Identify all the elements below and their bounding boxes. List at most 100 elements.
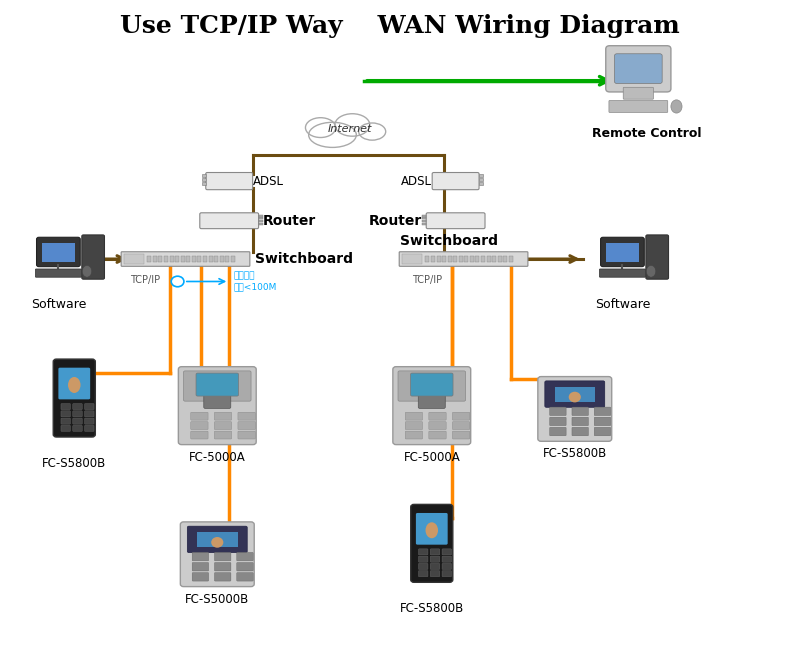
Text: FC-5000A: FC-5000A (189, 451, 246, 464)
FancyBboxPatch shape (554, 387, 595, 402)
FancyBboxPatch shape (85, 404, 94, 410)
FancyBboxPatch shape (214, 552, 231, 561)
FancyBboxPatch shape (214, 431, 232, 439)
FancyBboxPatch shape (61, 426, 70, 432)
FancyBboxPatch shape (572, 417, 589, 426)
FancyBboxPatch shape (190, 412, 208, 420)
Ellipse shape (211, 537, 223, 547)
FancyBboxPatch shape (437, 256, 441, 262)
FancyBboxPatch shape (164, 256, 168, 262)
FancyBboxPatch shape (237, 552, 253, 561)
Ellipse shape (306, 118, 336, 137)
FancyBboxPatch shape (190, 431, 208, 439)
FancyBboxPatch shape (492, 256, 496, 262)
FancyBboxPatch shape (73, 418, 82, 424)
FancyBboxPatch shape (147, 256, 151, 262)
FancyBboxPatch shape (153, 256, 157, 262)
FancyBboxPatch shape (202, 174, 206, 177)
FancyBboxPatch shape (181, 256, 185, 262)
FancyBboxPatch shape (186, 256, 190, 262)
FancyBboxPatch shape (475, 256, 479, 262)
FancyBboxPatch shape (486, 256, 490, 262)
FancyBboxPatch shape (54, 359, 95, 437)
Ellipse shape (82, 265, 92, 277)
Ellipse shape (569, 392, 581, 402)
FancyBboxPatch shape (609, 101, 668, 113)
FancyBboxPatch shape (238, 431, 255, 439)
FancyBboxPatch shape (183, 371, 251, 401)
FancyBboxPatch shape (214, 573, 231, 581)
FancyBboxPatch shape (85, 426, 94, 432)
FancyBboxPatch shape (550, 417, 566, 426)
FancyBboxPatch shape (429, 422, 446, 430)
FancyBboxPatch shape (453, 422, 470, 430)
FancyBboxPatch shape (121, 252, 250, 266)
FancyBboxPatch shape (550, 428, 566, 436)
Text: Internet: Internet (328, 124, 372, 134)
FancyBboxPatch shape (190, 422, 208, 430)
FancyBboxPatch shape (198, 256, 202, 262)
Text: FC-5000A: FC-5000A (403, 451, 460, 464)
Circle shape (171, 276, 184, 287)
FancyBboxPatch shape (470, 256, 474, 262)
FancyBboxPatch shape (214, 563, 231, 571)
FancyBboxPatch shape (572, 407, 589, 416)
FancyBboxPatch shape (214, 256, 218, 262)
FancyBboxPatch shape (220, 256, 224, 262)
FancyBboxPatch shape (464, 256, 468, 262)
FancyBboxPatch shape (429, 412, 446, 420)
FancyBboxPatch shape (601, 237, 644, 266)
FancyBboxPatch shape (85, 411, 94, 417)
FancyBboxPatch shape (442, 556, 451, 562)
Ellipse shape (426, 522, 438, 538)
FancyBboxPatch shape (594, 428, 610, 436)
Text: ADSL: ADSL (253, 174, 284, 188)
FancyBboxPatch shape (503, 256, 507, 262)
Text: FC-S5800B: FC-S5800B (400, 602, 464, 615)
FancyBboxPatch shape (399, 252, 528, 266)
FancyBboxPatch shape (258, 222, 262, 224)
FancyBboxPatch shape (196, 373, 238, 396)
FancyBboxPatch shape (406, 412, 422, 420)
FancyBboxPatch shape (178, 367, 256, 445)
FancyBboxPatch shape (192, 573, 209, 581)
FancyBboxPatch shape (614, 54, 662, 83)
FancyBboxPatch shape (448, 256, 452, 262)
FancyBboxPatch shape (238, 412, 255, 420)
FancyBboxPatch shape (623, 87, 654, 99)
Text: Software: Software (594, 298, 650, 311)
FancyBboxPatch shape (61, 411, 70, 417)
FancyBboxPatch shape (180, 522, 254, 587)
FancyBboxPatch shape (406, 422, 422, 430)
FancyBboxPatch shape (479, 174, 483, 177)
FancyBboxPatch shape (442, 256, 446, 262)
Text: Switchboard: Switchboard (400, 234, 498, 248)
FancyBboxPatch shape (410, 504, 453, 582)
FancyBboxPatch shape (214, 422, 232, 430)
FancyBboxPatch shape (479, 182, 483, 185)
Ellipse shape (335, 114, 370, 136)
FancyBboxPatch shape (410, 373, 453, 396)
Ellipse shape (646, 265, 656, 277)
Ellipse shape (309, 123, 356, 147)
FancyBboxPatch shape (550, 407, 566, 416)
FancyBboxPatch shape (197, 532, 238, 547)
FancyBboxPatch shape (58, 368, 90, 400)
Text: FC-S5800B: FC-S5800B (42, 456, 106, 470)
FancyBboxPatch shape (453, 431, 470, 439)
FancyBboxPatch shape (238, 422, 255, 430)
FancyBboxPatch shape (61, 418, 70, 424)
FancyBboxPatch shape (158, 256, 162, 262)
FancyBboxPatch shape (599, 269, 646, 277)
FancyBboxPatch shape (422, 217, 426, 219)
Text: TCP/IP: TCP/IP (130, 275, 160, 285)
FancyBboxPatch shape (479, 178, 483, 181)
FancyBboxPatch shape (442, 571, 451, 577)
FancyBboxPatch shape (430, 563, 440, 569)
Text: FC-S5000B: FC-S5000B (185, 593, 250, 605)
FancyBboxPatch shape (209, 256, 213, 262)
FancyBboxPatch shape (426, 213, 485, 228)
FancyBboxPatch shape (61, 404, 70, 410)
FancyBboxPatch shape (214, 412, 232, 420)
FancyBboxPatch shape (192, 563, 209, 571)
